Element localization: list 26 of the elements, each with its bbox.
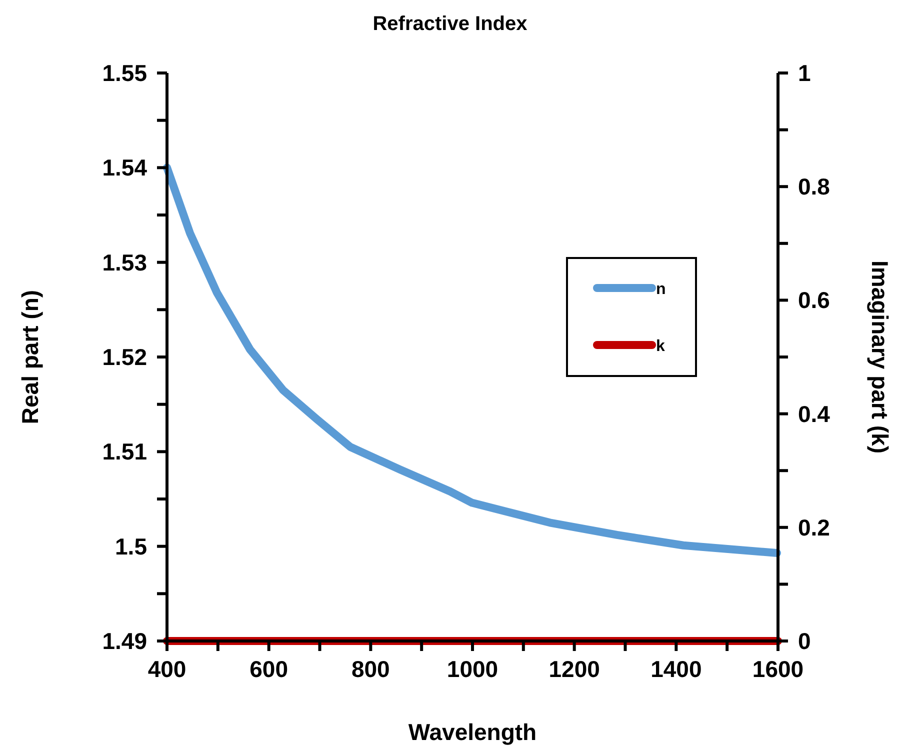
x-tick-label: 400 — [148, 656, 186, 682]
legend-label: n — [656, 281, 666, 298]
y2-tick-label: 0.8 — [798, 174, 830, 200]
chart-title: Refractive Index — [372, 13, 528, 35]
x-tick-label: 800 — [351, 656, 390, 682]
legend-label: k — [656, 338, 665, 355]
y-tick-label: 1.53 — [102, 249, 147, 276]
y-tick-label: 1.54 — [102, 154, 148, 181]
x-axis-title: Wavelength — [408, 719, 537, 745]
y2-tick-label: 0.2 — [798, 514, 830, 540]
x-tick-label: 600 — [250, 656, 288, 682]
y-tick-label: 1.51 — [102, 438, 148, 465]
x-tick-label: 1400 — [650, 656, 702, 682]
x-tick-label: 1000 — [446, 656, 498, 682]
y-tick-label: 1.55 — [102, 60, 148, 86]
y-tick-label: 1.52 — [102, 344, 147, 370]
y2-axis-title: Imaginary part (k) — [867, 260, 893, 454]
y2-tick-label: 0.4 — [798, 400, 830, 427]
y2-tick-label: 1 — [798, 60, 811, 86]
y-axis-title: Real part (n) — [17, 290, 43, 424]
x-tick-label: 1600 — [752, 656, 804, 682]
y2-tick-label: 0.6 — [798, 287, 830, 314]
x-tick-label: 1200 — [548, 656, 600, 682]
y-tick-label: 1.5 — [115, 533, 148, 560]
y2-tick-label: 0 — [798, 628, 811, 654]
y-tick-label: 1.49 — [102, 628, 147, 654]
